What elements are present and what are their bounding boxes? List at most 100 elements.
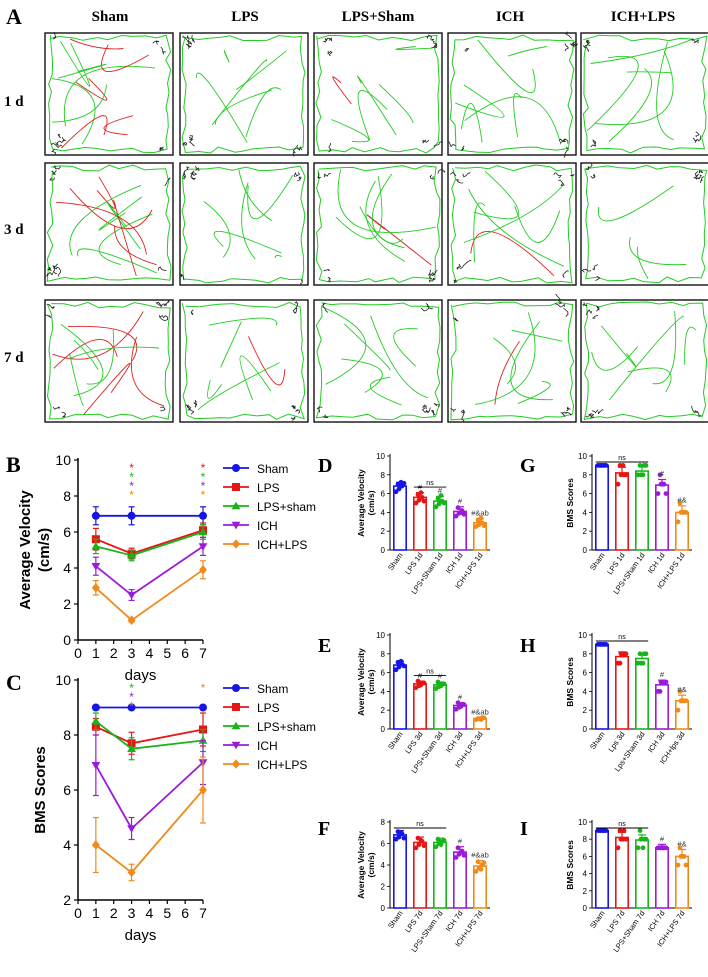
data-point [127,615,136,625]
trace-jitter [194,165,200,171]
bar [654,846,669,909]
series-Sham [91,703,207,712]
significance-star: * [129,690,134,704]
data-dot [677,845,683,851]
bar [452,851,467,909]
data-dot [401,480,407,486]
trace-path [475,312,536,405]
y-tick-label: 10 [55,452,71,468]
trace-col-ich: ICH [496,9,525,25]
trace-cell-0-3 [447,31,579,158]
x-tick-label: 0 [74,645,82,661]
trace-path [470,230,555,277]
data-dot [635,845,641,851]
bar [674,511,689,551]
trace-jitter [292,301,299,312]
trace-path [608,315,684,401]
trace-path [235,50,287,90]
trace-path [68,325,138,361]
trace-col-lps-sham: LPS+Sham [342,9,415,25]
series-line [95,789,204,874]
trace-path [103,115,134,136]
significance-annotation: # [660,834,665,843]
data-dot [655,491,661,496]
trace-jitter [428,269,432,276]
trace-path [332,76,352,105]
y-axis-label: Average Velocity(cm/s) [356,469,376,537]
data-point [127,744,136,752]
data-dot [461,852,467,858]
trace-jitter [582,44,591,49]
trace-jitter [448,141,456,148]
trace-path [69,38,124,50]
legend-label: ICH [257,739,278,753]
trace-jitter [326,37,333,42]
trace-path [369,376,402,406]
trace-path [463,184,564,243]
trace-path-perimeter [315,302,441,421]
y-tick-label: 6 [583,669,588,678]
trace-path [52,311,144,360]
trace-frame [580,32,708,156]
legend-marker [231,741,241,750]
series-line [95,569,204,622]
data-dot [393,489,399,495]
trace-jitter [300,279,303,286]
y-tick-label: 4 [583,687,588,696]
y-tick-label: 6 [381,840,386,849]
trace-jitter [590,173,596,179]
y-tick-label: 0 [583,725,588,734]
bar [634,839,649,909]
y-axis-label-line: Average Velocity [17,490,34,610]
y-axis-label-line: Average Velocity [356,648,366,716]
significance-annotation: #&ab [471,509,489,518]
trace-path [395,46,433,50]
trace-path [455,84,505,118]
trace-jitter [450,407,457,412]
trace-path-perimeter [315,34,440,154]
significance-annotation: #& [677,840,686,849]
trace-jitter [564,43,569,52]
trace-row-7d: 7 d [4,350,24,366]
data-dot [455,845,461,851]
trace-jitter [159,146,165,151]
legend-marker [232,483,240,491]
trace-frame [179,32,309,156]
trace-path [468,188,565,267]
trace-path-perimeter [181,165,306,284]
y-axis-label-line: BMS Scores [565,478,575,528]
trace-jitter [292,307,298,314]
data-point [91,542,101,550]
series-ICH+LPS [91,756,207,882]
trace-path [73,339,99,370]
trace-path [636,246,649,280]
trace-jitter [591,314,599,319]
x-tick-label: 5 [163,905,171,921]
y-axis-label-line: Average Velocity [356,469,366,537]
trace-jitter [157,266,167,272]
trace-jitter [459,259,472,270]
trace-jitter [564,411,572,417]
x-tick-label: 7 [199,645,207,661]
y-tick-label: 8 [381,650,386,659]
trace-path [684,326,697,365]
trace-jitter [696,174,702,180]
data-dot [418,490,424,496]
x-tick-label: Sham [386,730,405,751]
legend-label: Sham [257,682,288,696]
trace-path [511,329,563,342]
trace-jitter [694,410,702,418]
legend-label: Sham [257,462,288,476]
y-tick-label: 0 [381,904,386,913]
data-dot [398,658,404,664]
trace-jitter [191,171,198,177]
trace-jitter [431,39,435,43]
trace-col-sham: Sham [92,9,129,25]
trace-frame [313,299,443,423]
trace-jitter [585,413,592,418]
trace-path [335,176,383,239]
trace-path [595,50,674,125]
bar [594,829,609,909]
bar [412,841,427,909]
